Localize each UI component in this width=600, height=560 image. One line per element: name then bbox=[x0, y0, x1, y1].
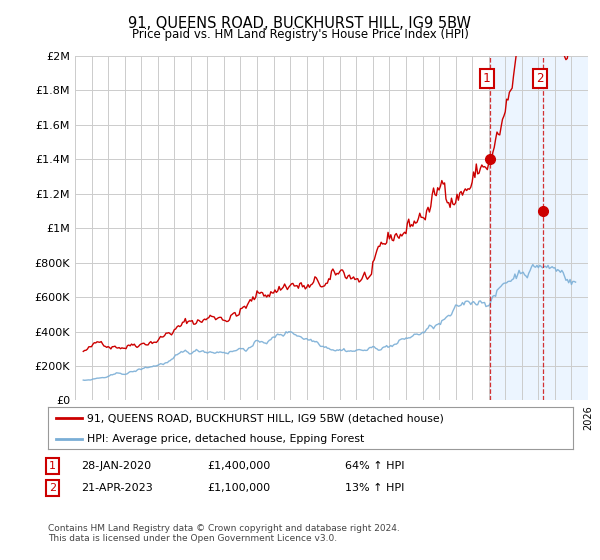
Text: 1: 1 bbox=[49, 461, 56, 471]
Text: 64% ↑ HPI: 64% ↑ HPI bbox=[345, 461, 404, 471]
Text: HPI: Average price, detached house, Epping Forest: HPI: Average price, detached house, Eppi… bbox=[88, 434, 365, 444]
Text: Contains HM Land Registry data © Crown copyright and database right 2024.
This d: Contains HM Land Registry data © Crown c… bbox=[48, 524, 400, 543]
Bar bbox=[489, 56, 588, 400]
Text: 1: 1 bbox=[483, 72, 490, 85]
Text: 91, QUEENS ROAD, BUCKHURST HILL, IG9 5BW (detached house): 91, QUEENS ROAD, BUCKHURST HILL, IG9 5BW… bbox=[88, 413, 444, 423]
Text: 13% ↑ HPI: 13% ↑ HPI bbox=[345, 483, 404, 493]
Text: 2: 2 bbox=[49, 483, 56, 493]
Text: 2: 2 bbox=[536, 72, 544, 85]
Text: 28-JAN-2020: 28-JAN-2020 bbox=[81, 461, 151, 471]
Text: £1,400,000: £1,400,000 bbox=[207, 461, 270, 471]
Text: £1,100,000: £1,100,000 bbox=[207, 483, 270, 493]
Text: 91, QUEENS ROAD, BUCKHURST HILL, IG9 5BW: 91, QUEENS ROAD, BUCKHURST HILL, IG9 5BW bbox=[128, 16, 472, 31]
Text: Price paid vs. HM Land Registry's House Price Index (HPI): Price paid vs. HM Land Registry's House … bbox=[131, 28, 469, 41]
Text: 21-APR-2023: 21-APR-2023 bbox=[81, 483, 153, 493]
